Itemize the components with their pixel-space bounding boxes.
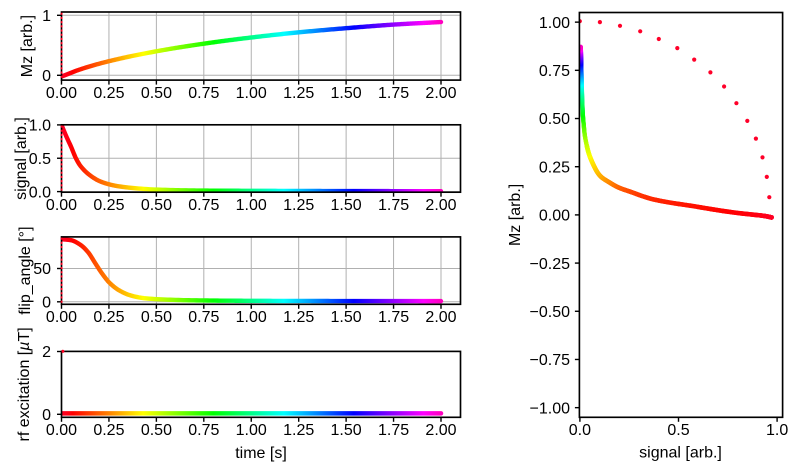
- svg-text:flip_angle [°]: flip_angle [°]: [17, 226, 34, 314]
- svg-text:0.75: 0.75: [188, 422, 219, 439]
- svg-text:2: 2: [42, 344, 51, 361]
- svg-text:1.00: 1.00: [539, 15, 570, 32]
- svg-text:1.75: 1.75: [378, 422, 409, 439]
- svg-text:1.00: 1.00: [236, 309, 267, 326]
- svg-text:Mz [arb.]: Mz [arb.]: [507, 184, 524, 246]
- svg-text:signal [arb.]: signal [arb.]: [13, 117, 30, 200]
- svg-text:1.75: 1.75: [378, 85, 409, 102]
- svg-text:1.25: 1.25: [283, 422, 314, 439]
- svg-text:0.25: 0.25: [93, 309, 124, 326]
- svg-text:0.00: 0.00: [46, 197, 77, 214]
- svg-text:1.0: 1.0: [29, 118, 51, 135]
- svg-text:0.50: 0.50: [141, 309, 172, 326]
- svg-text:1.25: 1.25: [283, 85, 314, 102]
- svg-text:1.25: 1.25: [283, 197, 314, 214]
- svg-text:1.50: 1.50: [331, 422, 362, 439]
- svg-text:0.50: 0.50: [141, 422, 172, 439]
- svg-text:0.00: 0.00: [46, 309, 77, 326]
- svg-text:1.00: 1.00: [236, 85, 267, 102]
- svg-text:1.50: 1.50: [331, 197, 362, 214]
- svg-text:0.00: 0.00: [539, 208, 570, 225]
- svg-text:0: 0: [42, 295, 51, 312]
- svg-text:1.00: 1.00: [236, 422, 267, 439]
- svg-text:0.0: 0.0: [29, 184, 51, 201]
- svg-text:1.50: 1.50: [331, 85, 362, 102]
- svg-text:−0.75: −0.75: [530, 352, 571, 369]
- svg-text:0.50: 0.50: [141, 85, 172, 102]
- svg-text:2.00: 2.00: [425, 422, 456, 439]
- svg-text:0.75: 0.75: [188, 309, 219, 326]
- svg-text:0.25: 0.25: [539, 159, 570, 176]
- svg-text:0.00: 0.00: [46, 85, 77, 102]
- svg-text:0.5: 0.5: [667, 422, 689, 439]
- svg-text:1.50: 1.50: [331, 309, 362, 326]
- svg-text:0.0: 0.0: [569, 422, 591, 439]
- svg-text:0.00: 0.00: [46, 422, 77, 439]
- svg-text:0.75: 0.75: [188, 85, 219, 102]
- svg-text:Mz [arb.]: Mz [arb.]: [19, 15, 36, 77]
- svg-text:1.25: 1.25: [283, 309, 314, 326]
- svg-text:−1.00: −1.00: [530, 400, 571, 417]
- svg-text:signal [arb.]: signal [arb.]: [639, 445, 722, 462]
- svg-text:1.75: 1.75: [378, 309, 409, 326]
- svg-text:0.25: 0.25: [93, 85, 124, 102]
- svg-text:1.75: 1.75: [378, 197, 409, 214]
- svg-text:−0.25: −0.25: [530, 256, 571, 273]
- svg-text:time [s]: time [s]: [235, 445, 287, 462]
- svg-text:2.00: 2.00: [425, 309, 456, 326]
- svg-text:1: 1: [42, 8, 51, 25]
- svg-text:0.25: 0.25: [93, 197, 124, 214]
- svg-text:1.00: 1.00: [236, 197, 267, 214]
- svg-text:1.0: 1.0: [766, 422, 788, 439]
- svg-text:−0.50: −0.50: [530, 304, 571, 321]
- svg-text:0.75: 0.75: [188, 197, 219, 214]
- svg-text:0.5: 0.5: [29, 151, 51, 168]
- svg-text:0: 0: [42, 407, 51, 424]
- svg-text:2.00: 2.00: [425, 197, 456, 214]
- svg-text:rf excitation [µT]: rf excitation [µT]: [16, 327, 33, 441]
- svg-text:0.50: 0.50: [539, 111, 570, 128]
- svg-text:0.50: 0.50: [141, 197, 172, 214]
- svg-text:0.25: 0.25: [93, 422, 124, 439]
- svg-text:0.75: 0.75: [539, 63, 570, 80]
- svg-text:2.00: 2.00: [425, 85, 456, 102]
- svg-text:50: 50: [33, 261, 51, 278]
- svg-text:0: 0: [42, 68, 51, 85]
